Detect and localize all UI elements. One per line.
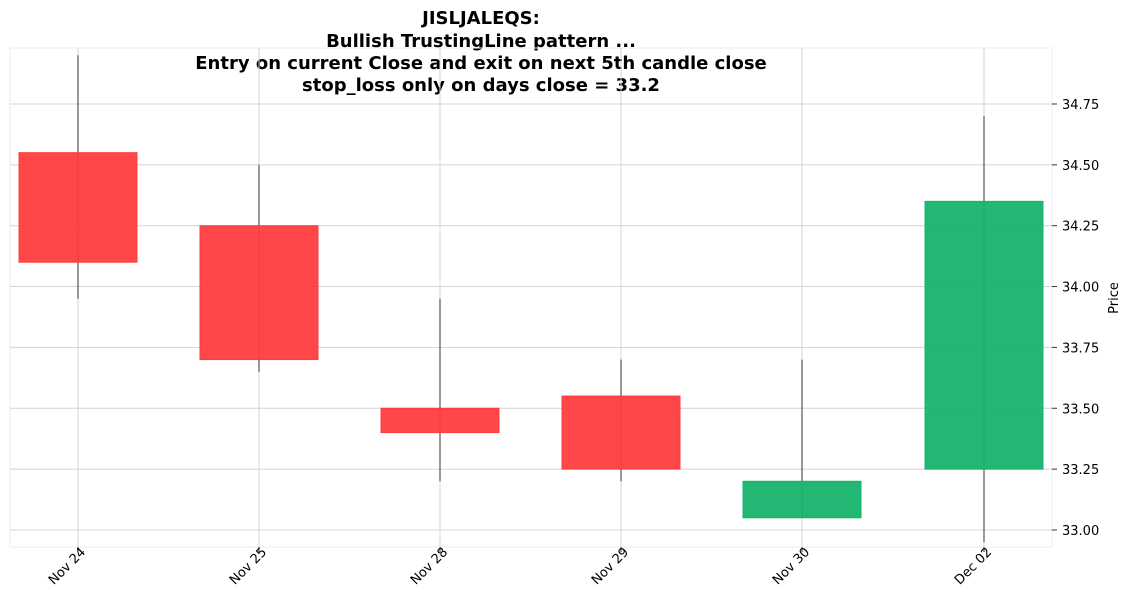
x-axis: Nov 24 Nov 25 Nov 28 Nov 29 Nov 30 Dec 02 [46, 545, 995, 588]
chart-title: JISLJALEQS: Bullish TrustingLine pattern… [195, 8, 767, 96]
y-tick-label: 34.50 [1062, 159, 1099, 174]
x-tick-label: Nov 29 [589, 545, 632, 588]
candle-body-up [742, 480, 862, 519]
title-line-2: Bullish TrustingLine pattern ... [326, 31, 636, 52]
y-axis: 33.00 33.25 33.50 33.75 34.00 34.25 34.50 34.75 [1052, 98, 1099, 539]
y-tick-label: 34.00 [1062, 281, 1099, 296]
candle-body-down [199, 225, 319, 361]
candle-body-down [18, 152, 138, 263]
y-tick-label: 33.50 [1062, 402, 1099, 417]
y-tick-label: 33.00 [1062, 524, 1099, 539]
y-tick-label: 34.75 [1062, 98, 1099, 113]
plot-area [9, 47, 1053, 548]
title-line-4: stop_loss only on days close = 33.2 [302, 75, 660, 96]
x-tick-label: Nov 30 [770, 545, 813, 588]
title-line-3: Entry on current Close and exit on next … [195, 53, 767, 74]
y-tick-label: 33.75 [1062, 341, 1099, 356]
candle-body-down [380, 407, 500, 434]
candle-body-down [561, 395, 681, 470]
x-tick-label: Nov 28 [408, 545, 451, 588]
x-tick-label: Nov 24 [46, 545, 89, 588]
title-line-1: JISLJALEQS: [420, 8, 540, 29]
y-axis-label: Price [1107, 282, 1122, 314]
grid-lines [10, 48, 1052, 547]
candle-body-up [924, 200, 1044, 470]
y-tick-label: 34.25 [1062, 220, 1099, 235]
x-tick-label: Dec 02 [952, 545, 995, 588]
candles-layer [18, 55, 1044, 543]
y-tick-label: 33.25 [1062, 463, 1099, 478]
x-tick-label: Nov 25 [227, 545, 270, 588]
